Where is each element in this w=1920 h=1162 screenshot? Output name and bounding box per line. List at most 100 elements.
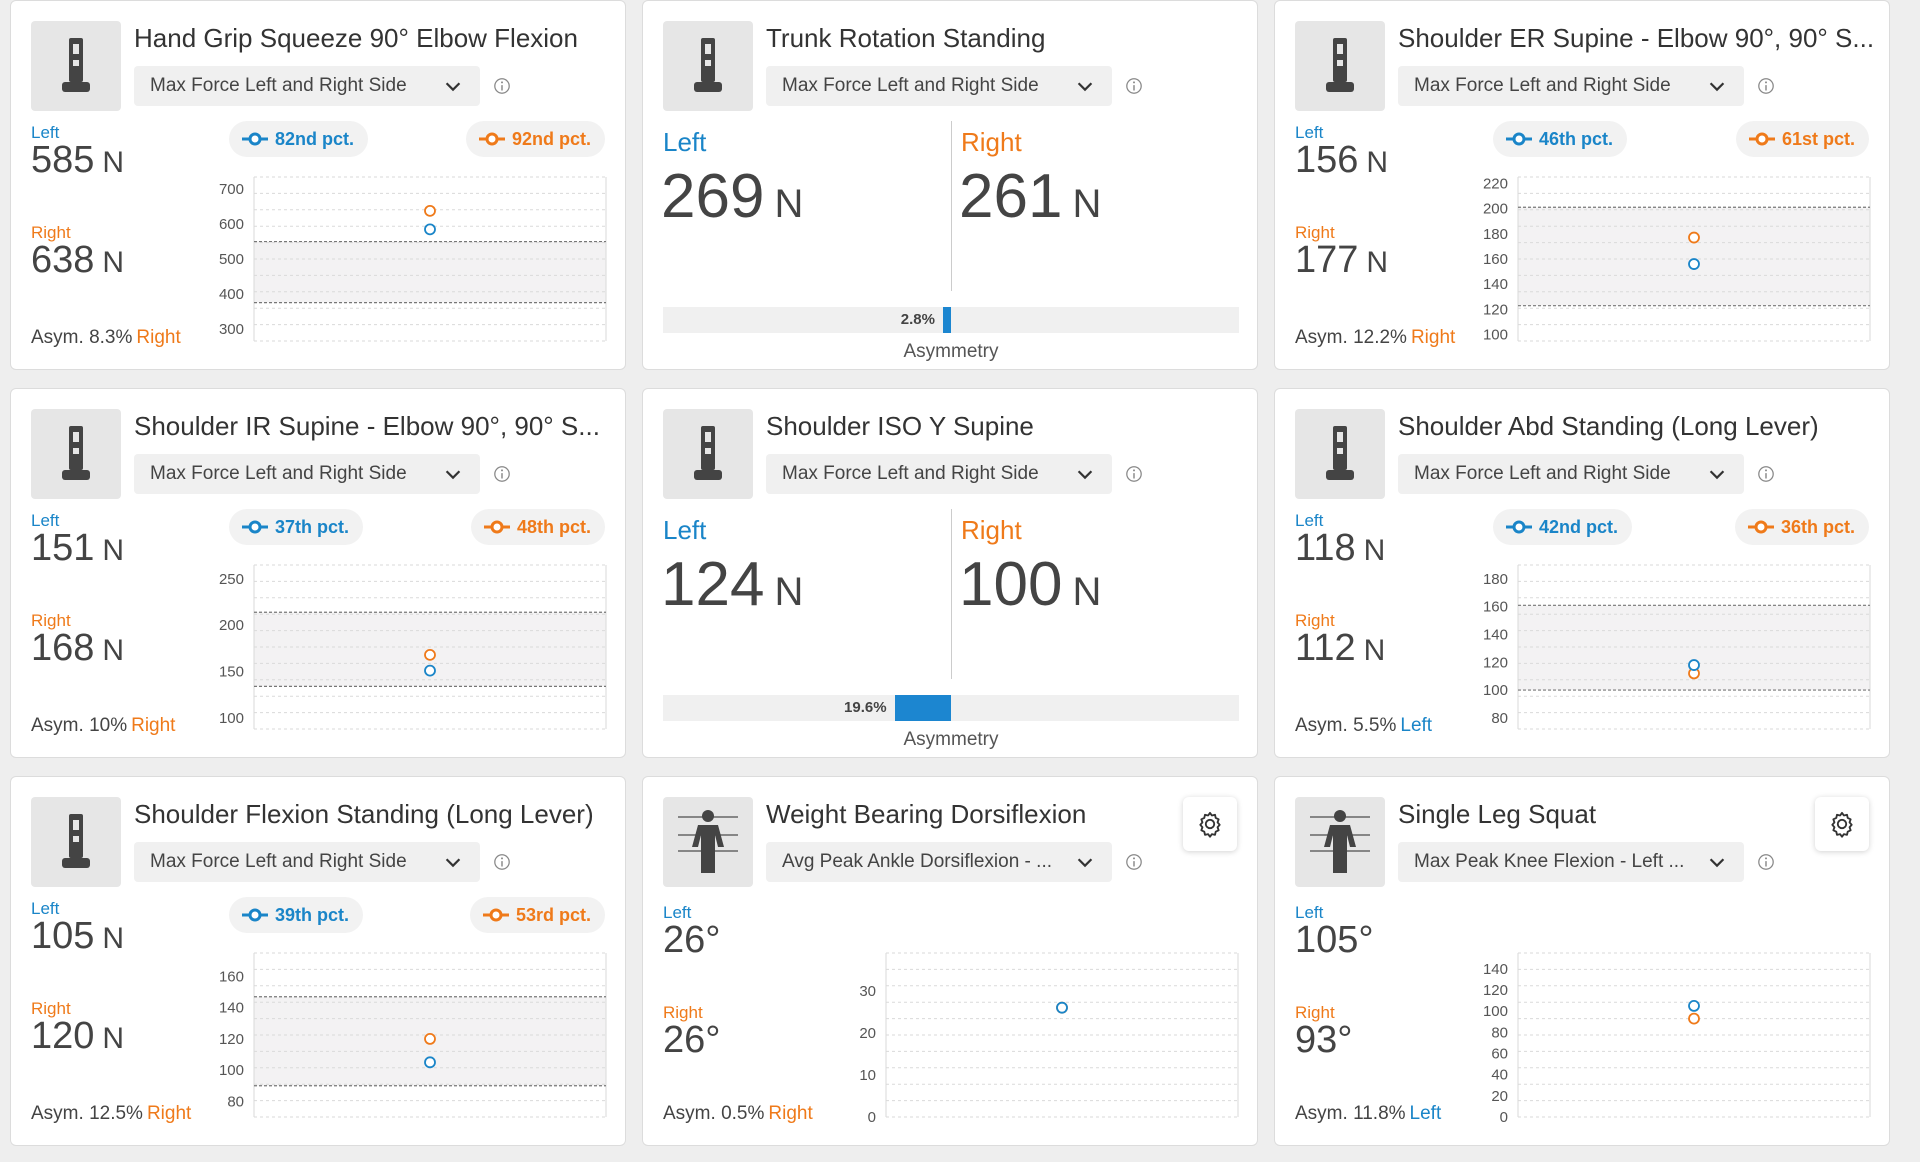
left-value-number: 269 (661, 162, 765, 231)
right-data-point (1688, 231, 1700, 244)
asymmetry-bar-fill (894, 695, 951, 721)
legend-marker-icon (242, 132, 268, 146)
info-icon (1758, 78, 1774, 94)
left-percentile-badge: 39th pct. (229, 897, 364, 933)
unit-label: N (774, 570, 804, 614)
metric-dropdown[interactable]: Max Force Left and Right Side (766, 454, 1112, 494)
left-data-point (424, 1056, 436, 1069)
settings-button[interactable] (1183, 797, 1237, 851)
y-tick-label: 120 (219, 1031, 244, 1048)
metric-card: Single Leg Squat Max Peak Knee Flexion - … (1274, 776, 1890, 1146)
y-tick-label: 120 (1483, 982, 1508, 999)
asymmetry-label: Asym. (1295, 327, 1348, 348)
chevron-down-icon (1077, 82, 1093, 92)
asymmetry-value: 11.8% (1353, 1103, 1406, 1124)
right-percentile-badge: 53rd pct. (469, 897, 605, 933)
asymmetry-side: Right (131, 715, 176, 736)
metric-dropdown[interactable]: Max Force Left and Right Side (1398, 454, 1744, 494)
settings-button[interactable] (1815, 797, 1869, 851)
right-value-number: 177 (1295, 239, 1359, 281)
metric-dropdown[interactable]: Max Force Left and Right Side (134, 842, 480, 882)
force-plate-icon (62, 38, 90, 92)
left-data-point (1688, 258, 1700, 270)
info-icon (1126, 854, 1142, 870)
left-percentile-text: 39th pct. (275, 904, 350, 925)
left-value-number: 156 (1295, 139, 1359, 181)
asymmetry-caption: Asymmetry (903, 729, 999, 750)
legend-marker-icon (1747, 520, 1774, 534)
unit-label: N (102, 246, 125, 279)
asymmetry-value: 0.5% (721, 1103, 765, 1124)
metric-dropdown-label: Max Force Left and Right Side (150, 75, 407, 96)
force-plate-icon (1326, 38, 1354, 92)
y-tick-label: 150 (219, 664, 244, 681)
right-value-number: 112 (1295, 627, 1356, 669)
right-label: Right (31, 611, 71, 630)
right-value-number: 26° (663, 1019, 721, 1061)
left-percentile-text: 82nd pct. (275, 128, 355, 149)
metric-dropdown[interactable]: Max Force Left and Right Side (134, 66, 480, 106)
right-value: 261 N (959, 161, 1101, 232)
chevron-down-icon (1709, 470, 1725, 480)
card-title: Shoulder Abd Standing (Long Lever) (1398, 411, 1819, 441)
asymmetry-side: Right (136, 327, 181, 348)
left-value: 26° (663, 919, 720, 962)
y-tick-label: 140 (1483, 961, 1508, 978)
legend-marker-icon (1506, 520, 1532, 534)
test-thumbnail (1295, 797, 1385, 887)
y-tick-label: 300 (219, 321, 244, 338)
right-label: Right (1295, 223, 1335, 242)
legend-marker-icon (478, 132, 505, 146)
metric-dropdown[interactable]: Max Force Left and Right Side (1398, 66, 1744, 106)
unit-label: N (1363, 534, 1386, 567)
right-value-number: 168 (31, 627, 95, 669)
metric-dropdown[interactable]: Max Peak Knee Flexion - Left ... (1398, 842, 1744, 882)
right-value: 112 N (1295, 627, 1385, 670)
metric-card: Shoulder ER Supine - Elbow 90°, 90° S...… (1274, 0, 1890, 370)
left-percentile-badge: 37th pct. (229, 509, 364, 545)
left-percentile-badge: 42nd pct. (1493, 509, 1633, 545)
metric-dropdown-label: Max Force Left and Right Side (782, 75, 1039, 96)
right-value: 638 N (31, 239, 124, 282)
metric-dropdown[interactable]: Avg Peak Ankle Dorsiflexion - ... (766, 842, 1112, 882)
left-value: 124 N (661, 549, 803, 620)
asymmetry-value: 12.2% (1353, 327, 1407, 348)
right-data-point (424, 648, 436, 661)
right-value-number: 120 (31, 1015, 95, 1057)
left-label: Left (31, 123, 60, 142)
left-value-number: 118 (1295, 527, 1356, 569)
asymmetry-label: Asym. (1295, 1103, 1348, 1124)
asymmetry-bar: 19.6% (663, 695, 1239, 721)
unit-label: N (102, 634, 125, 667)
y-tick-label: 0 (1500, 1109, 1508, 1125)
asymmetry-label: Asym. (31, 1103, 84, 1124)
asymmetry-side: Right (146, 1103, 192, 1124)
right-percentile-badge: 48th pct. (470, 509, 605, 545)
test-thumbnail (663, 409, 753, 499)
right-percentile-text: 48th pct. (516, 516, 591, 537)
unit-label: N (102, 922, 125, 955)
asymmetry-bar-fill (942, 307, 951, 333)
asymmetry-summary: Asym. 12.5% Right (31, 1103, 191, 1125)
chevron-down-icon (1709, 858, 1725, 868)
y-tick-label: 100 (219, 710, 244, 727)
left-value: 585 N (31, 139, 124, 182)
chevron-down-icon (1709, 82, 1725, 92)
left-data-point (1688, 659, 1700, 671)
metric-card: Shoulder Flexion Standing (Long Lever) Ma… (10, 776, 626, 1146)
asymmetry-label: Asym. (31, 327, 84, 348)
unit-label: N (1072, 570, 1102, 614)
asymmetry-caption: Asymmetry (903, 341, 999, 362)
asymmetry-value: 12.5% (89, 1103, 143, 1124)
metric-card: Trunk Rotation Standing Max Force Left an… (642, 0, 1258, 370)
right-value-number: 100 (959, 550, 1063, 619)
left-data-point (424, 223, 436, 236)
right-value: 26° (663, 1019, 720, 1062)
left-value: 105 N (31, 915, 124, 958)
metric-dropdown[interactable]: Max Force Left and Right Side (766, 66, 1112, 106)
right-percentile-text: 53rd pct. (515, 904, 591, 925)
test-thumbnail (31, 409, 121, 499)
asymmetry-side: Left (1409, 1103, 1442, 1124)
metric-dropdown[interactable]: Max Force Left and Right Side (134, 454, 480, 494)
left-value: 151 N (31, 527, 124, 570)
